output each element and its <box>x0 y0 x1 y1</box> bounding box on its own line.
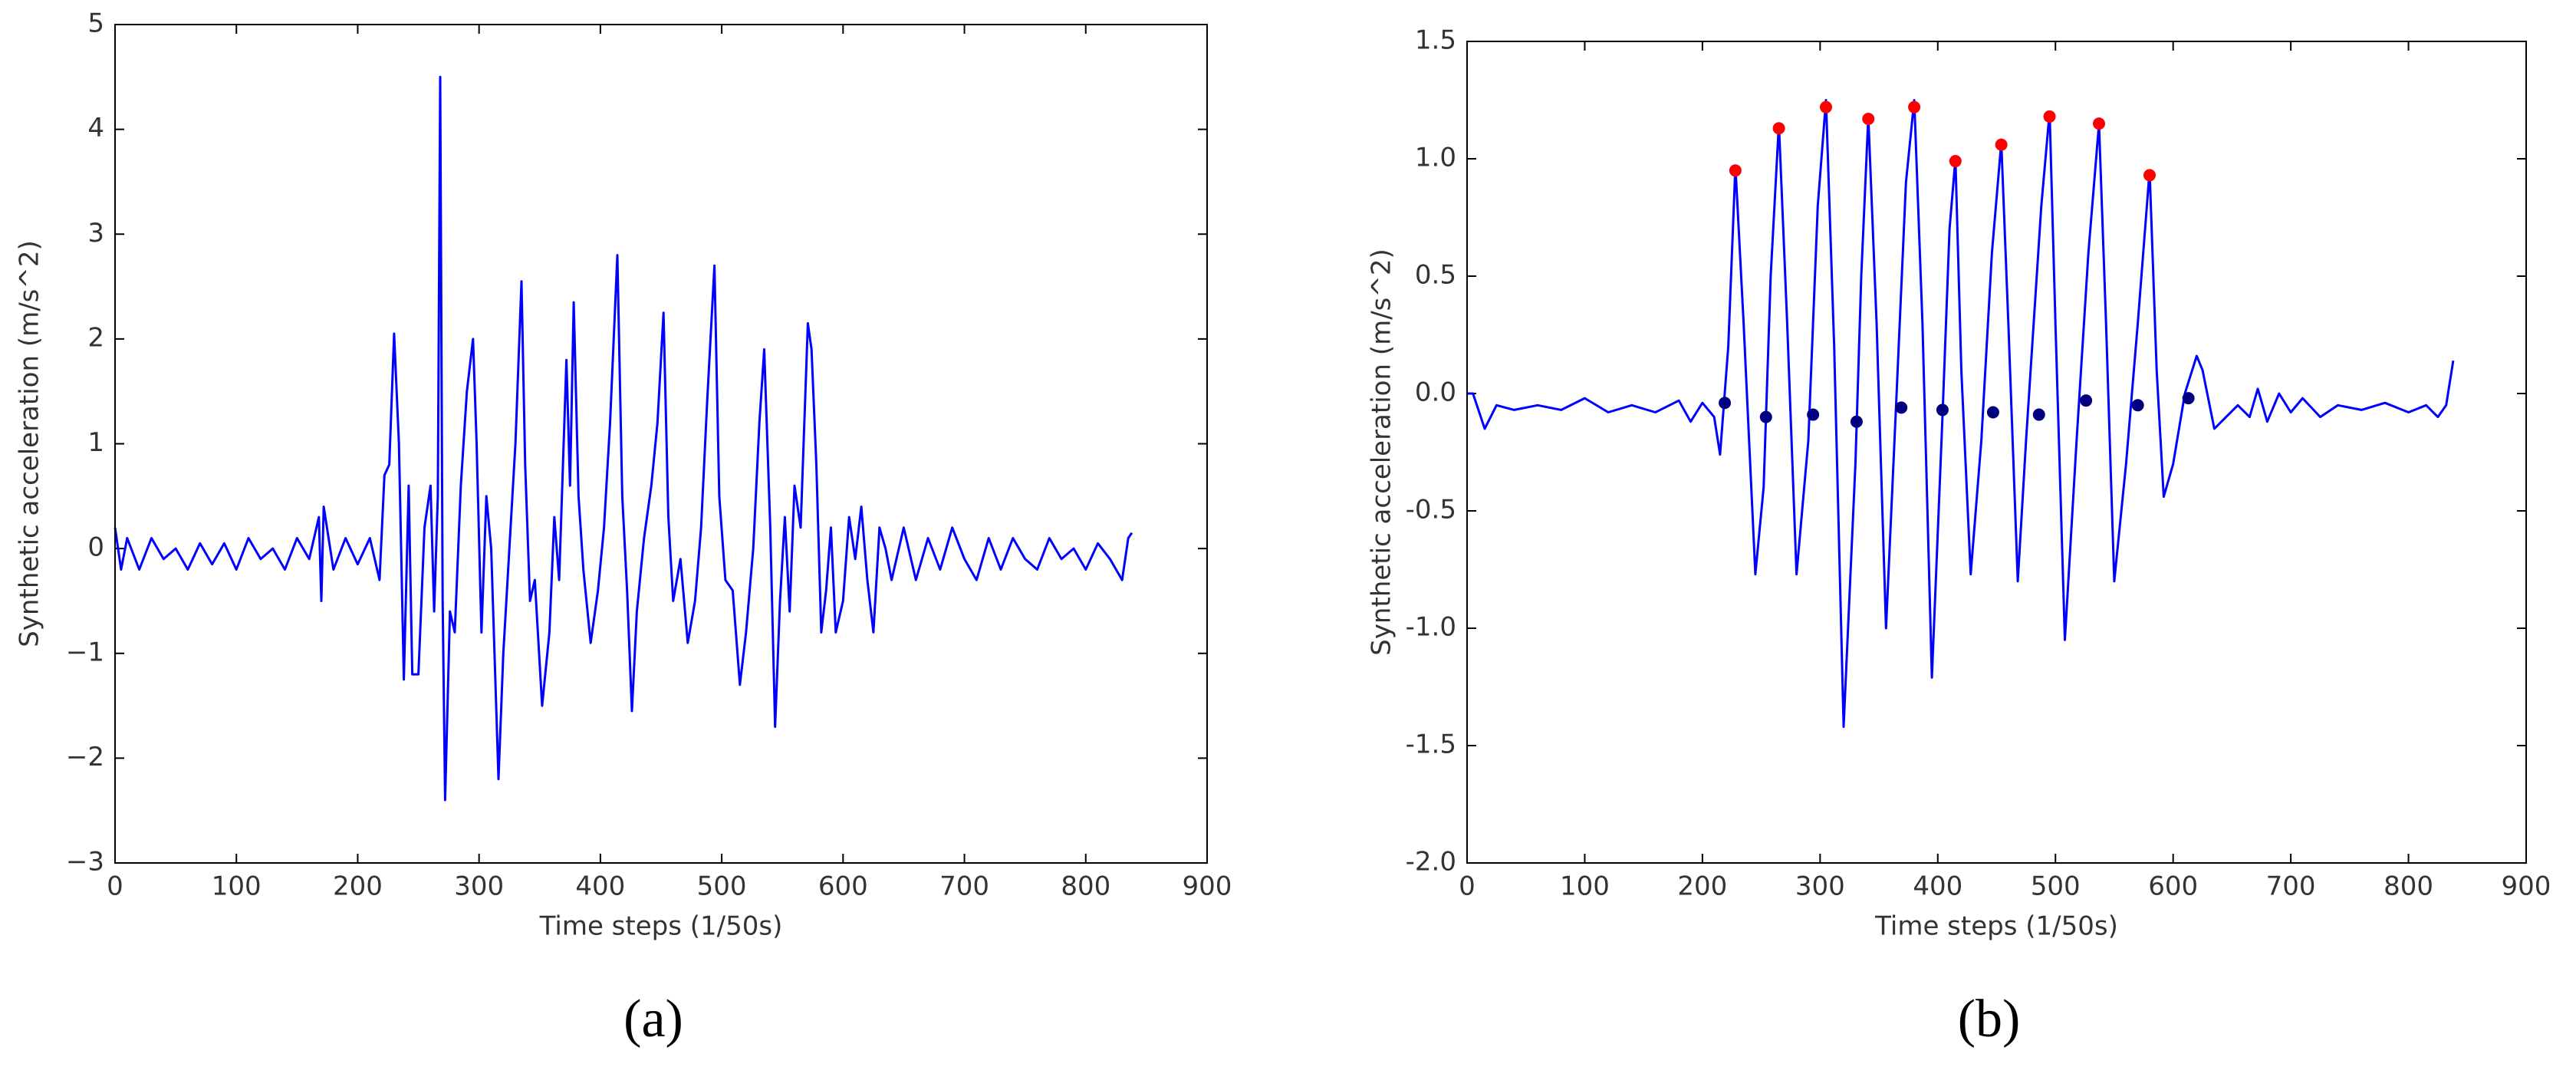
x-tick-label: 900 <box>2502 871 2551 902</box>
x-tick-label: 800 <box>1061 871 1110 902</box>
marker <box>1850 415 1863 428</box>
y-tick-label: 2 <box>87 322 104 353</box>
y-tick-label: 0.5 <box>1415 260 1456 291</box>
plot-frame <box>114 24 1208 864</box>
caption: (a) <box>623 990 683 1049</box>
y-tick-label: -2.0 <box>1406 847 1456 878</box>
marker <box>2043 110 2056 123</box>
x-tick-label: 700 <box>939 871 989 902</box>
y-tick-label: 1.0 <box>1415 143 1456 173</box>
y-tick-label: 1 <box>87 427 104 458</box>
marker <box>2032 408 2045 421</box>
x-tick-label: 0 <box>107 871 123 902</box>
x-tick-label: 900 <box>1183 871 1232 902</box>
y-tick-label: 5 <box>87 8 104 39</box>
x-tick-label: 800 <box>2384 871 2433 902</box>
marker <box>1986 406 1999 419</box>
x-tick-label: 500 <box>2031 871 2081 902</box>
x-axis-label: Time steps (1/50s) <box>1874 911 2118 942</box>
x-tick-label: 400 <box>1913 871 1962 902</box>
y-tick-label: 3 <box>87 218 104 249</box>
x-tick-label: 500 <box>697 871 747 902</box>
marker <box>2080 394 2093 407</box>
line <box>1467 99 2455 728</box>
marker <box>1807 408 1820 421</box>
x-tick-label: 200 <box>1677 871 1727 902</box>
y-tick-label: −2 <box>66 742 104 772</box>
y-tick-label: 4 <box>87 113 104 143</box>
marker <box>1719 397 1732 410</box>
plot-frame <box>1466 41 2527 864</box>
y-tick-label: -1.0 <box>1406 612 1456 643</box>
marker <box>1949 155 1962 168</box>
x-tick-label: 100 <box>212 871 262 902</box>
marker <box>1759 410 1772 423</box>
x-tick-label: 600 <box>2148 871 2198 902</box>
marker <box>2131 399 2144 412</box>
y-tick-label: 1.5 <box>1415 25 1456 56</box>
x-tick-label: 300 <box>1795 871 1845 902</box>
marker <box>1895 401 1908 414</box>
y-tick-label: −3 <box>66 847 104 878</box>
marker <box>2092 117 2105 130</box>
x-tick-label: 300 <box>454 871 504 902</box>
y-axis-label: Synthetic acceleration (m/s^2) <box>15 240 45 647</box>
x-axis-label: Time steps (1/50s) <box>539 911 783 942</box>
line <box>114 75 1133 802</box>
marker <box>2182 392 2195 405</box>
y-tick-label: -1.5 <box>1406 729 1456 760</box>
x-tick-label: 0 <box>1459 871 1476 902</box>
marker <box>2143 169 2156 182</box>
marker <box>1995 138 2008 151</box>
x-tick-label: 100 <box>1560 871 1610 902</box>
y-tick-label: 0.0 <box>1415 377 1456 408</box>
marker <box>1820 100 1833 114</box>
x-tick-label: 400 <box>575 871 625 902</box>
marker <box>1908 100 1921 114</box>
marker <box>1729 164 1742 177</box>
y-tick-label: −1 <box>66 637 104 667</box>
x-tick-label: 200 <box>333 871 383 902</box>
y-tick-label: 0 <box>87 532 104 563</box>
x-tick-label: 600 <box>818 871 868 902</box>
x-tick-label: 700 <box>2266 871 2316 902</box>
caption: (b) <box>1958 990 2021 1049</box>
y-axis-label: Synthetic acceleration (m/s^2) <box>1367 249 1397 656</box>
marker <box>1862 112 1875 125</box>
y-tick-label: -0.5 <box>1406 495 1456 525</box>
marker <box>1936 403 1949 417</box>
marker <box>1772 122 1785 135</box>
